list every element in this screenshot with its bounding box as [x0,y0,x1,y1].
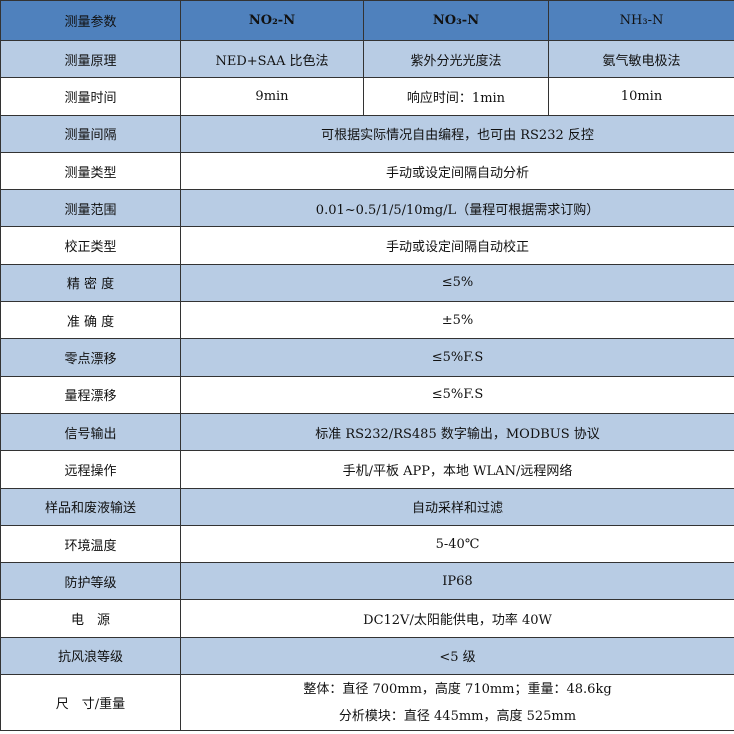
table-row: 电 源 DC12V/太阳能供电，功率 40W [0,599,734,638]
row-label: 测量时间 [0,77,181,116]
row-label: 测量间隔 [0,114,181,153]
header-no2: NO₂-N [180,0,364,41]
row-value: IP68 [180,562,734,601]
cell: 响应时间：1min [363,77,549,116]
row-label: 零点漂移 [0,338,181,377]
size-value: 整体：直径 700mm，高度 710mm；重量：48.6kg 分析模块：直径 44… [180,674,734,732]
row-label: 远程操作 [0,450,181,489]
row-label: 环境温度 [0,524,181,564]
table-row: 信号输出 标准 RS232/RS485 数字输出，MODBUS 协议 [0,412,734,452]
table-row: 校正类型 手动或设定间隔自动校正 [0,226,734,265]
table-row: 样品和废液输送 自动采样和过滤 [0,487,734,526]
row-value: 5-40℃ [180,524,734,564]
table-row: 测量类型 手动或设定间隔自动分析 [0,151,734,191]
row-value: 标准 RS232/RS485 数字输出，MODBUS 协议 [180,412,734,452]
row-label: 电 源 [0,599,181,638]
row-label: 信号输出 [0,412,181,452]
row-value: ≤5% [180,263,734,303]
row-label: 准 确 度 [0,301,181,340]
size-line: 分析模块：直径 445mm，高度 525mm [338,708,577,724]
row-value: ≤5%F.S [180,375,734,414]
header-row: 测量参数 NO₂-N NO₃-N NH₃-N [0,0,734,41]
header-nh3: NH₃-N [548,0,734,41]
row-label: 防护等级 [0,562,181,601]
size-row: 尺 寸/重量 整体：直径 700mm，高度 710mm；重量：48.6kg 分析模块… [0,674,734,732]
table-row: 量程漂移 ≤5%F.S [0,375,734,414]
table-row: 零点漂移 ≤5%F.S [0,338,734,377]
row-value: DC12V/太阳能供电，功率 40W [180,599,734,638]
row-label: 测量原理 [0,39,181,79]
principle-row: 测量原理 NED+SAA 比色法 紫外分光光度法 氨气敏电极法 [0,39,734,79]
row-value: 自动采样和过滤 [180,487,734,526]
row-value: 手机/平板 APP，本地 WLAN/远程网络 [180,450,734,489]
row-value: <5 级 [180,636,734,676]
row-label: 校正类型 [0,226,181,265]
row-value: 可根据实际情况自由编程，也可由 RS232 反控 [180,114,734,153]
row-value: ≤5%F.S [180,338,734,377]
cell: 紫外分光光度法 [363,39,549,79]
size-line: 整体：直径 700mm，高度 710mm；重量：48.6kg [303,681,612,697]
table-row: 精 密 度 ≤5% [0,263,734,303]
table-row: 测量间隔 可根据实际情况自由编程，也可由 RS232 反控 [0,114,734,153]
cell: 氨气敏电极法 [548,39,734,79]
row-label: 抗风浪等级 [0,636,181,676]
table-row: 准 确 度 ±5% [0,301,734,340]
table-row: 防护等级 IP68 [0,562,734,601]
row-label: 量程漂移 [0,375,181,414]
row-value: ±5% [180,301,734,340]
row-label: 测量范围 [0,189,181,228]
table-row: 抗风浪等级 <5 级 [0,636,734,676]
table-row: 环境温度 5-40℃ [0,524,734,564]
row-label: 测量类型 [0,151,181,191]
cell: 9min [180,77,364,116]
header-no3: NO₃-N [363,0,549,41]
cell: 10min [548,77,734,116]
table-row: 远程操作 手机/平板 APP，本地 WLAN/远程网络 [0,450,734,489]
row-label: 精 密 度 [0,263,181,303]
time-row: 测量时间 9min 响应时间：1min 10min [0,77,734,116]
row-label: 尺 寸/重量 [0,674,181,732]
table-row: 测量范围 0.01~0.5/1/5/10mg/L（量程可根据需求订购） [0,189,734,228]
row-value: 手动或设定间隔自动校正 [180,226,734,265]
row-value: 0.01~0.5/1/5/10mg/L（量程可根据需求订购） [180,189,734,228]
row-value: 手动或设定间隔自动分析 [180,151,734,191]
row-label: 样品和废液输送 [0,487,181,526]
cell: NED+SAA 比色法 [180,39,364,79]
header-label: 测量参数 [0,0,181,41]
